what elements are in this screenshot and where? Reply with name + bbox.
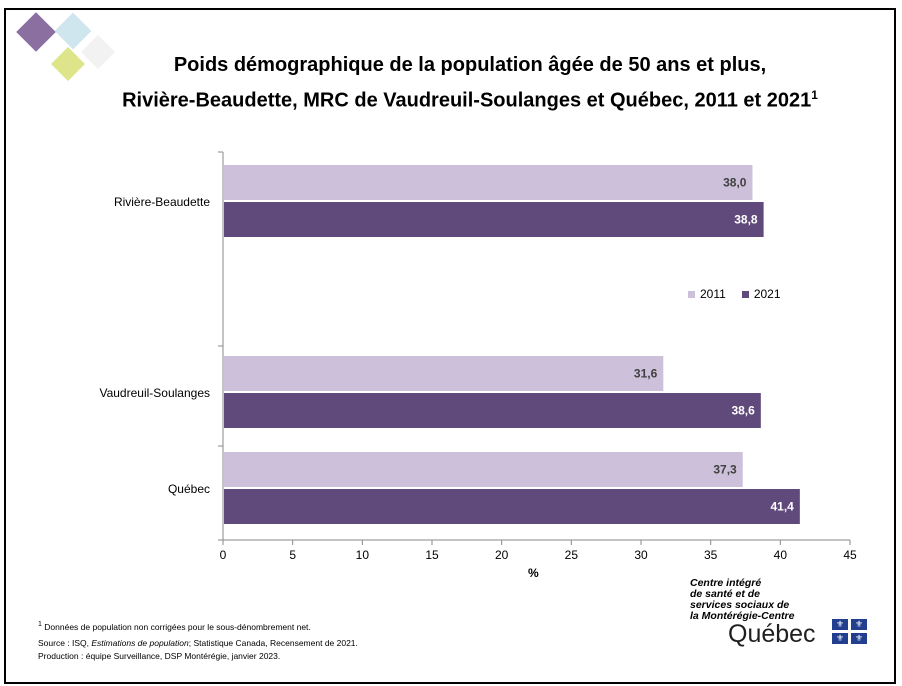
- legend-label-2011: 2011: [700, 287, 726, 301]
- bar-data-label: 38,8: [734, 213, 758, 227]
- logo-quebec-wordmark: Québec: [728, 620, 816, 648]
- category-label: Québec: [168, 482, 210, 496]
- title-line-2-text: Rivière-Beaudette, MRC de Vaudreuil-Soul…: [122, 89, 812, 112]
- footnote-text: Données de population non corrigées pour…: [41, 621, 311, 632]
- legend-swatch-2011: [688, 290, 695, 298]
- footnote-line: 1 Données de population non corrigées po…: [38, 618, 358, 634]
- x-tick-label: 40: [774, 548, 788, 562]
- title-line-1: Poids démographique de la population âgé…: [173, 54, 767, 76]
- x-tick-label: 25: [565, 548, 579, 562]
- production-line: Production : équipe Surveillance, DSP Mo…: [38, 650, 281, 661]
- bar-2021: [224, 489, 800, 524]
- x-tick-label: 0: [220, 548, 227, 562]
- bar-data-label: 41,4: [770, 500, 794, 514]
- logo-text: Centre intégré de santé et de services s…: [690, 578, 875, 622]
- quebec-flag-icon: ⚜ ⚜ ⚜ ⚜: [832, 619, 870, 647]
- source-line: Source : ISQ, Estimations de population;…: [38, 637, 358, 650]
- x-tick-label: 35: [704, 548, 718, 562]
- bar-data-label: 38,0: [723, 176, 747, 190]
- x-tick-label: 45: [843, 548, 857, 562]
- legend-item-2021: 2021: [741, 287, 781, 301]
- title-line-2: Rivière-Beaudette, MRC de Vaudreuil-Soul…: [60, 80, 880, 116]
- title-footnote-marker: 1: [811, 88, 818, 102]
- logo-line-4: la Montérégie-Centre: [690, 610, 795, 622]
- bar-2011: [224, 165, 753, 200]
- bar-data-label: 37,3: [713, 463, 737, 477]
- legend-swatch-2021: [741, 290, 749, 298]
- x-tick-label: 10: [356, 548, 370, 562]
- legend-label-2021: 2021: [753, 287, 781, 301]
- category-label: Vaudreuil-Soulanges: [99, 386, 210, 400]
- x-tick-label: 30: [634, 548, 648, 562]
- bar-2011: [224, 356, 664, 391]
- source-suffix: ; Statistique Canada, Recensement de 202…: [188, 637, 358, 648]
- bar-data-label: 38,6: [731, 404, 755, 418]
- cisss-logo: Centre intégré de santé et de services s…: [690, 578, 875, 648]
- slide-frame: [4, 8, 896, 684]
- footnote-marker: 1: [38, 621, 42, 628]
- source-italic: Estimations de population: [91, 637, 189, 648]
- legend-item-2011: 2011: [688, 287, 726, 301]
- x-tick-label: 15: [425, 548, 439, 562]
- category-label: Rivière-Beaudette: [114, 195, 210, 209]
- bar-2021: [224, 202, 764, 237]
- x-axis-label: %: [528, 566, 539, 580]
- logo-line-3: services sociaux de: [690, 599, 790, 611]
- bar-data-label: 31,6: [634, 367, 658, 381]
- footnotes: 1 Données de population non corrigées po…: [38, 618, 358, 663]
- source-prefix: Source : ISQ,: [38, 637, 92, 648]
- bar-2011: [224, 452, 743, 487]
- logo-line-2: de santé et de: [690, 588, 761, 600]
- x-tick-label: 20: [495, 548, 509, 562]
- legend: 2011 2021: [688, 287, 781, 301]
- chart-title: Poids démographique de la population âgé…: [60, 50, 880, 116]
- bar-2021: [224, 393, 761, 428]
- x-tick-label: 5: [289, 548, 296, 562]
- logo-line-1: Centre intégré: [690, 577, 762, 589]
